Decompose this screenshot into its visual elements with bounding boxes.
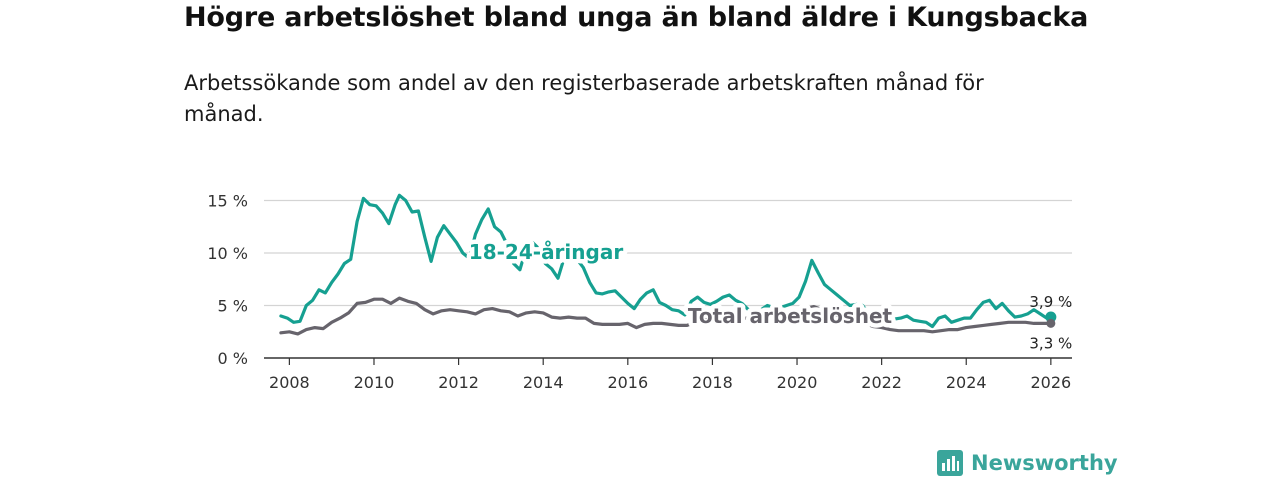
x-tick-label: 2012 bbox=[438, 373, 479, 392]
series-label-total: Total arbetslöshet bbox=[688, 304, 893, 328]
chart-subtitle: Arbetssökande som andel av den registerb… bbox=[184, 71, 984, 126]
x-tick-label: 2026 bbox=[1030, 373, 1071, 392]
x-tick-label: 2014 bbox=[523, 373, 564, 392]
y-tick-label: 0 % bbox=[218, 349, 248, 368]
series-label-18-24: 18-24-åringar bbox=[469, 240, 624, 264]
x-tick-label: 2022 bbox=[861, 373, 902, 392]
newsworthy-brand[interactable]: Newsworthy bbox=[937, 448, 1118, 478]
series-line-18-24 bbox=[279, 193, 1053, 329]
end-value-label-total: 3,3 % bbox=[1029, 334, 1072, 352]
newsworthy-logo-icon bbox=[937, 450, 963, 476]
x-tick-label: 2016 bbox=[607, 373, 648, 392]
x-tick-label: 2018 bbox=[692, 373, 733, 392]
end-value-label-18-24: 3,9 % bbox=[1029, 293, 1072, 311]
x-tick-label: 2024 bbox=[946, 373, 987, 392]
chart-title: Högre arbetslöshet bland unga än bland ä… bbox=[184, 2, 1089, 33]
x-tick-label: 2020 bbox=[777, 373, 818, 392]
end-point-total bbox=[1046, 318, 1056, 328]
brand-name: Newsworthy bbox=[971, 451, 1118, 475]
y-tick-label: 10 % bbox=[207, 244, 248, 263]
x-tick-label: 2008 bbox=[269, 373, 310, 392]
x-tick-label: 2010 bbox=[354, 373, 395, 392]
series-line-total bbox=[279, 296, 1053, 336]
y-tick-label: 15 % bbox=[207, 192, 248, 211]
y-tick-label: 5 % bbox=[218, 297, 248, 316]
